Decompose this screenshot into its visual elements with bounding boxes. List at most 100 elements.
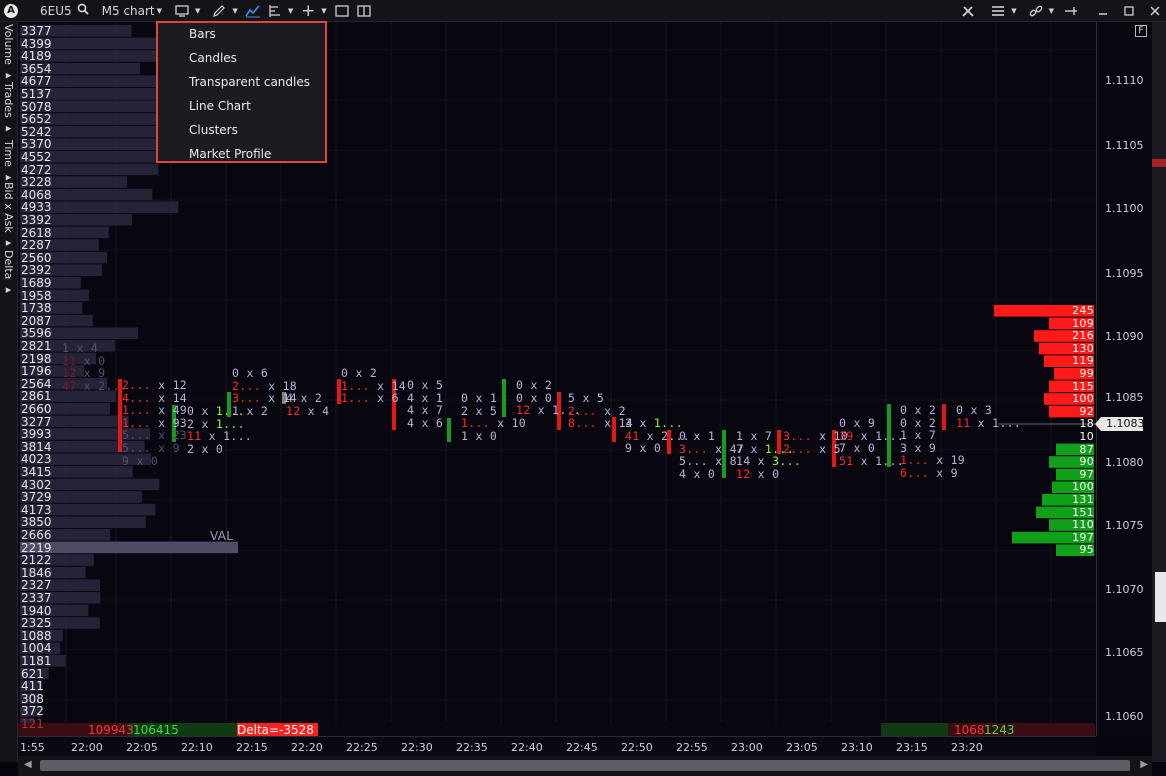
symbol-selector[interactable]: 6EU5 <box>22 0 94 22</box>
cluster-cell: 0 x 2 <box>341 367 377 379</box>
volume-level-label: 2122 <box>21 553 52 568</box>
cluster-separator: x <box>260 391 283 406</box>
drawing-tools-icon[interactable] <box>208 0 230 22</box>
cluster-candle-body <box>227 392 231 417</box>
price-axis[interactable]: F 1.1083 1.1110 1.1105 1.1100 1.1095 1.1090 1… <box>1095 22 1152 736</box>
cluster-ask: 2 <box>369 366 378 380</box>
chart-plot-area[interactable]: 3377 4399 4189 3654 4677 5137 5078 5652 5242 5370… <box>18 22 1096 736</box>
scroll-thumb[interactable] <box>40 760 1130 771</box>
cluster-bid: 3 <box>900 440 908 455</box>
chevron-down-icon[interactable]: ▼ <box>1011 7 1017 15</box>
volume-profile-bar <box>20 163 159 176</box>
volume-profile-bar <box>20 264 102 276</box>
cluster-ask: 0 <box>215 441 224 456</box>
menu-item-bars[interactable]: Bars <box>189 27 216 41</box>
pin-icon[interactable] <box>1060 0 1082 22</box>
time-tick-label: 22:45 <box>566 741 598 754</box>
cluster-ask: 14 <box>282 391 298 406</box>
minimize-icon[interactable] <box>1092 0 1114 22</box>
cluster-separator: x <box>489 416 512 431</box>
cluster-separator: x <box>414 378 436 392</box>
cluster-ask: 8 <box>729 454 737 469</box>
delta-buy-value: 90 <box>1079 455 1094 469</box>
cluster-bid: 0 <box>187 404 195 418</box>
tab-trades[interactable]: Trades ▸ <box>2 82 15 135</box>
cluster-candle-body <box>337 379 341 404</box>
cluster-bid: 4 <box>407 415 415 430</box>
cluster-cell: 1... x 93 <box>122 417 187 429</box>
cluster-ask: 47 <box>729 441 745 456</box>
volume-profile-bar <box>20 289 89 302</box>
cluster-candle-body <box>612 417 616 442</box>
tab-bid-x-ask[interactable]: Bid x Ask ▸ <box>2 182 15 250</box>
cluster-ask: 2 <box>928 415 937 430</box>
layout-icon[interactable] <box>353 0 375 22</box>
time-axis[interactable]: 1:55 22:00 22:05 22:10 22:15 22:20 22:25 22:30 2… <box>18 736 1096 756</box>
menu-item-line-chart[interactable]: Line Chart <box>189 99 251 113</box>
delta-sell-bar <box>1039 342 1094 355</box>
settings-tools-icon[interactable] <box>957 0 979 22</box>
scroll-right-icon[interactable]: ▶ <box>1140 759 1148 770</box>
cluster-separator: x <box>293 391 315 405</box>
cluster-cell: 0 x 2 <box>900 417 936 429</box>
time-tick-label: 22:35 <box>456 741 488 754</box>
cluster-cell: 3 x 1... <box>625 417 683 429</box>
maximize-icon[interactable] <box>1118 0 1140 22</box>
search-icon[interactable] <box>77 3 89 18</box>
cluster-mode-tabs: Volume ▸ Trades ▸ Time ▸ Bid x Ask ▸ Delta ▸ <box>0 22 18 762</box>
chart-type-icon[interactable] <box>242 0 264 22</box>
delta-buy-bar <box>1056 443 1094 456</box>
delta-sell-value: 109 <box>1072 316 1094 330</box>
cluster-ask: 9 <box>950 466 958 480</box>
add-icon[interactable]: + <box>301 0 316 21</box>
chevron-down-icon[interactable]: ▼ <box>321 6 327 15</box>
cluster-bid: 4 <box>407 403 415 418</box>
menu-item-market-profile[interactable]: Market Profile <box>189 147 272 161</box>
cluster-bid: 12 <box>736 466 751 481</box>
tab-volume[interactable]: Volume ▸ <box>2 24 15 82</box>
close-icon[interactable] <box>1144 0 1166 22</box>
chevron-down-icon[interactable]: ▼ <box>287 6 294 15</box>
cluster-cell: 12 x 0 <box>736 468 779 480</box>
cluster-ask: 2 <box>618 403 626 418</box>
menu-item-candles[interactable]: Candles <box>189 51 237 65</box>
delta-buy-value: 131 <box>1072 493 1094 506</box>
scroll-thumb[interactable] <box>1155 572 1166 622</box>
chevron-down-icon[interactable]: ▼ <box>232 6 238 15</box>
cluster-candle-body <box>118 379 122 452</box>
cluster-ask: 5 <box>435 378 444 392</box>
link-icon[interactable] <box>1025 0 1047 22</box>
scroll-left-icon[interactable]: ◀ <box>24 759 32 770</box>
cluster-ask: 0 <box>653 441 662 456</box>
volume-profile-bar <box>20 566 86 579</box>
tab-delta[interactable]: Delta ▸ <box>2 250 15 296</box>
chevron-down-icon[interactable]: ▼ <box>195 6 201 15</box>
cluster-separator: x <box>530 403 553 418</box>
volume-profile-bar <box>20 188 153 201</box>
volume-profile-bar <box>20 478 160 491</box>
cluster-cell: 3 x 9 <box>900 442 936 454</box>
time-tick-label: 22:55 <box>676 741 708 754</box>
cluster-bid: 7 <box>839 441 847 456</box>
indicators-icon[interactable] <box>264 0 286 22</box>
app-logo-icon[interactable]: A <box>0 0 22 22</box>
fit-badge[interactable]: F <box>1135 25 1147 37</box>
list-menu-icon[interactable] <box>987 0 1009 22</box>
window-icon[interactable] <box>331 0 353 22</box>
menu-item-transparent-candles[interactable]: Transparent candles <box>189 75 311 89</box>
volume-level-label: 372 <box>21 704 44 719</box>
chevron-down-icon[interactable]: ▼ <box>1048 7 1054 15</box>
tab-time[interactable]: Time ▸ <box>2 140 15 184</box>
menu-item-clusters[interactable]: Clusters <box>189 123 238 137</box>
cluster-bid: 12 <box>516 403 531 418</box>
cluster-cell: 51 x 1... <box>839 455 904 467</box>
chart-template-icon[interactable] <box>171 0 193 22</box>
cluster-ask: 6 <box>435 415 444 430</box>
cluster-bid: 5... <box>122 441 151 455</box>
cluster-bid: 3... <box>783 429 812 443</box>
vertical-scrollbar[interactable] <box>1152 22 1166 762</box>
horizontal-scrollbar[interactable]: ◀ ▶ <box>18 756 1152 776</box>
cluster-separator: x <box>632 441 654 456</box>
timeframe-selector[interactable]: M5 chart ▼ <box>94 0 167 22</box>
volume-level-label: 308 <box>21 691 44 706</box>
